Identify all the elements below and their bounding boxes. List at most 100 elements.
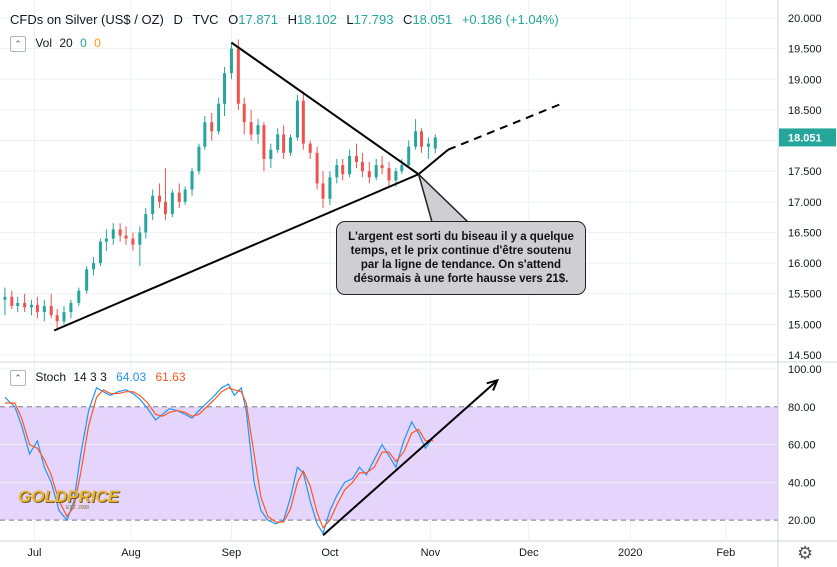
candle-body: [138, 232, 142, 245]
interval: D: [173, 12, 183, 27]
time-tick-label: Nov: [421, 547, 441, 559]
stoch-tick-label: 100.00: [788, 364, 822, 376]
time-tick-label: Oct: [321, 547, 338, 559]
time-tick-label: Sep: [222, 547, 242, 559]
volume-label[interactable]: Vol: [35, 36, 53, 51]
gear-icon[interactable]: ⚙: [797, 543, 814, 563]
candle-body: [55, 315, 59, 322]
close-value: 18.051: [412, 12, 453, 27]
low-key: L: [346, 12, 354, 27]
candle-body: [190, 171, 194, 190]
volume-value-up: 0: [80, 36, 87, 51]
candle-body: [35, 304, 39, 313]
stoch-label[interactable]: Stoch: [35, 370, 67, 385]
symbol-name[interactable]: CFDs on Silver (US$ / OZ): [10, 12, 164, 27]
candle-body: [177, 192, 181, 202]
candle-body: [236, 48, 240, 104]
candle-body: [23, 302, 27, 308]
candle-body: [223, 73, 227, 104]
time-tick-label: Jul: [27, 547, 41, 559]
trendline: [230, 41, 420, 176]
callout-line: temps, et le prix continue d'être souten…: [350, 245, 572, 257]
volume-value-down: 0: [94, 36, 101, 51]
candle-body: [321, 183, 325, 199]
stoch-trend-arrow: [322, 379, 498, 536]
candle-body: [42, 305, 46, 313]
stoch-tick-label: 20.00: [788, 515, 816, 527]
candle-body: [69, 302, 73, 313]
change-value: +0.186 (+1.04%): [461, 12, 559, 27]
candle-body: [315, 152, 319, 184]
candle-body: [144, 214, 148, 233]
goldprice-logo-sub: EST. 2008: [66, 505, 90, 511]
candle-body: [151, 195, 155, 215]
price-tick-label: 19.000: [788, 74, 822, 86]
volume-legend: ⌃ Vol 20 0 0: [10, 36, 101, 52]
candle-body: [203, 122, 207, 147]
candle-body: [426, 143, 430, 147]
candle-body: [289, 137, 293, 153]
stoch-k-value: 64.03: [116, 370, 147, 385]
time-tick-label: Aug: [121, 547, 141, 559]
price-tick-label: 19.500: [788, 44, 822, 56]
candle-body: [282, 134, 286, 153]
open-value: 17.871: [238, 12, 279, 27]
candle-body: [170, 192, 174, 215]
stoch-d-value: 61.63: [155, 370, 186, 385]
candle-body: [249, 122, 253, 135]
time-tick-label: 2020: [618, 547, 642, 559]
candle-body: [131, 238, 135, 245]
high-key: H: [287, 12, 298, 27]
price-tick-label: 17.000: [788, 197, 822, 209]
candle-body: [229, 48, 233, 74]
candle-body: [210, 122, 214, 132]
stoch-tick-label: 60.00: [788, 440, 816, 452]
candle-body: [104, 238, 108, 242]
candle-body: [217, 103, 221, 132]
time-tick-label: Dec: [519, 547, 539, 559]
stoch-d-line: [4, 387, 434, 529]
candle-body: [433, 137, 437, 149]
candle-body: [394, 171, 398, 181]
price-tick-label: 20.000: [788, 13, 822, 25]
candle-body: [256, 125, 260, 135]
chart-header: CFDs on Silver (US$ / OZ) D TVC O17.871 …: [10, 12, 559, 27]
collapse-chevron-icon[interactable]: ⌃: [10, 370, 26, 386]
candle-body: [355, 155, 359, 162]
stoch-tick-label: 40.00: [788, 477, 816, 489]
data-source: TVC: [192, 12, 219, 27]
price-tick-label: 16.000: [788, 258, 822, 270]
candle-body: [124, 235, 128, 239]
candle-body: [367, 171, 371, 178]
time-tick-label: Feb: [716, 547, 735, 559]
last-price-badge: [779, 128, 836, 147]
callout-line: désormais à une forte hausse vers 21$.: [353, 273, 569, 285]
collapse-chevron-icon[interactable]: ⌃: [10, 36, 26, 52]
candle-body: [85, 269, 89, 291]
price-tick-label: 18.500: [788, 105, 822, 117]
stoch-band: [0, 406, 778, 521]
stoch-k-line: [4, 383, 434, 535]
stoch-tick-label: 80.00: [788, 402, 816, 414]
volume-period: 20: [59, 36, 73, 51]
candle-body: [341, 165, 345, 175]
candle-body: [16, 302, 20, 306]
candle-body: [163, 201, 167, 215]
candle-body: [197, 146, 201, 172]
candle-body: [380, 165, 384, 169]
candle-body: [77, 290, 81, 303]
candle-body: [387, 168, 391, 181]
open-key: O: [228, 12, 239, 27]
candle-body: [414, 131, 418, 147]
stoch-params: 14 3 3: [73, 370, 107, 385]
low-value: 17.793: [353, 12, 394, 27]
goldprice-logo: GOLDPRICE: [18, 487, 120, 506]
candle-body: [62, 312, 66, 322]
price-tick-label: 17.500: [788, 166, 822, 178]
candle-body: [308, 143, 312, 153]
candle-body: [374, 165, 378, 178]
candle-body: [262, 125, 266, 159]
candle-body: [10, 296, 14, 306]
candle-body: [158, 195, 162, 202]
candle-body: [360, 161, 364, 172]
